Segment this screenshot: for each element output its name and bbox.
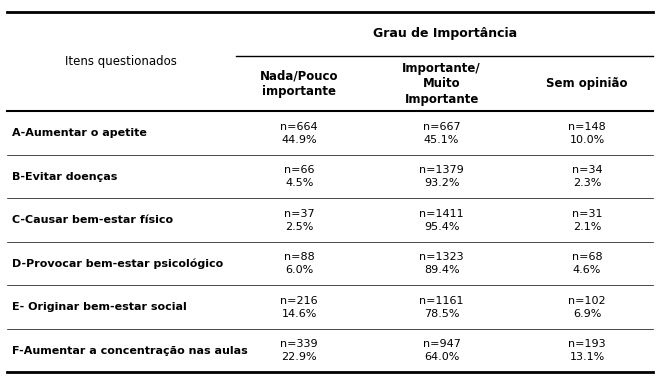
- Text: Itens questionados: Itens questionados: [65, 55, 178, 68]
- Text: n=102
6.9%: n=102 6.9%: [568, 296, 606, 319]
- Text: n=1323
89.4%: n=1323 89.4%: [419, 252, 464, 275]
- Text: Nada/Pouco
importante: Nada/Pouco importante: [260, 69, 339, 98]
- Text: C-Causar bem-estar físico: C-Causar bem-estar físico: [12, 215, 173, 225]
- Text: n=339
22.9%: n=339 22.9%: [280, 339, 318, 362]
- Text: Sem opinião: Sem opinião: [546, 77, 628, 90]
- Text: n=37
2.5%: n=37 2.5%: [284, 209, 315, 232]
- Text: B-Evitar doenças: B-Evitar doenças: [12, 172, 117, 182]
- Text: n=1379
93.2%: n=1379 93.2%: [419, 165, 464, 188]
- Text: D-Provocar bem-estar psicológico: D-Provocar bem-estar psicológico: [12, 258, 223, 269]
- Text: Grau de Importância: Grau de Importância: [373, 27, 517, 40]
- Text: Importante/
Muito
Importante: Importante/ Muito Importante: [402, 61, 481, 106]
- Text: F-Aumentar a concentração nas aulas: F-Aumentar a concentração nas aulas: [12, 346, 247, 356]
- Text: n=1161
78.5%: n=1161 78.5%: [419, 296, 464, 319]
- Text: n=193
13.1%: n=193 13.1%: [568, 339, 606, 362]
- Text: A-Aumentar o apetite: A-Aumentar o apetite: [12, 128, 147, 138]
- Text: n=1411
95.4%: n=1411 95.4%: [419, 209, 464, 232]
- Text: n=667
45.1%: n=667 45.1%: [423, 122, 461, 144]
- Text: n=66
4.5%: n=66 4.5%: [284, 165, 315, 188]
- Text: n=68
4.6%: n=68 4.6%: [572, 252, 603, 275]
- Text: E- Originar bem-estar social: E- Originar bem-estar social: [12, 302, 187, 312]
- Text: n=31
2.1%: n=31 2.1%: [572, 209, 603, 232]
- Text: n=148
10.0%: n=148 10.0%: [568, 122, 606, 144]
- Text: n=664
44.9%: n=664 44.9%: [280, 122, 318, 144]
- Text: n=216
14.6%: n=216 14.6%: [280, 296, 318, 319]
- Text: n=947
64.0%: n=947 64.0%: [422, 339, 461, 362]
- Text: n=34
2.3%: n=34 2.3%: [572, 165, 603, 188]
- Text: n=88
6.0%: n=88 6.0%: [284, 252, 315, 275]
